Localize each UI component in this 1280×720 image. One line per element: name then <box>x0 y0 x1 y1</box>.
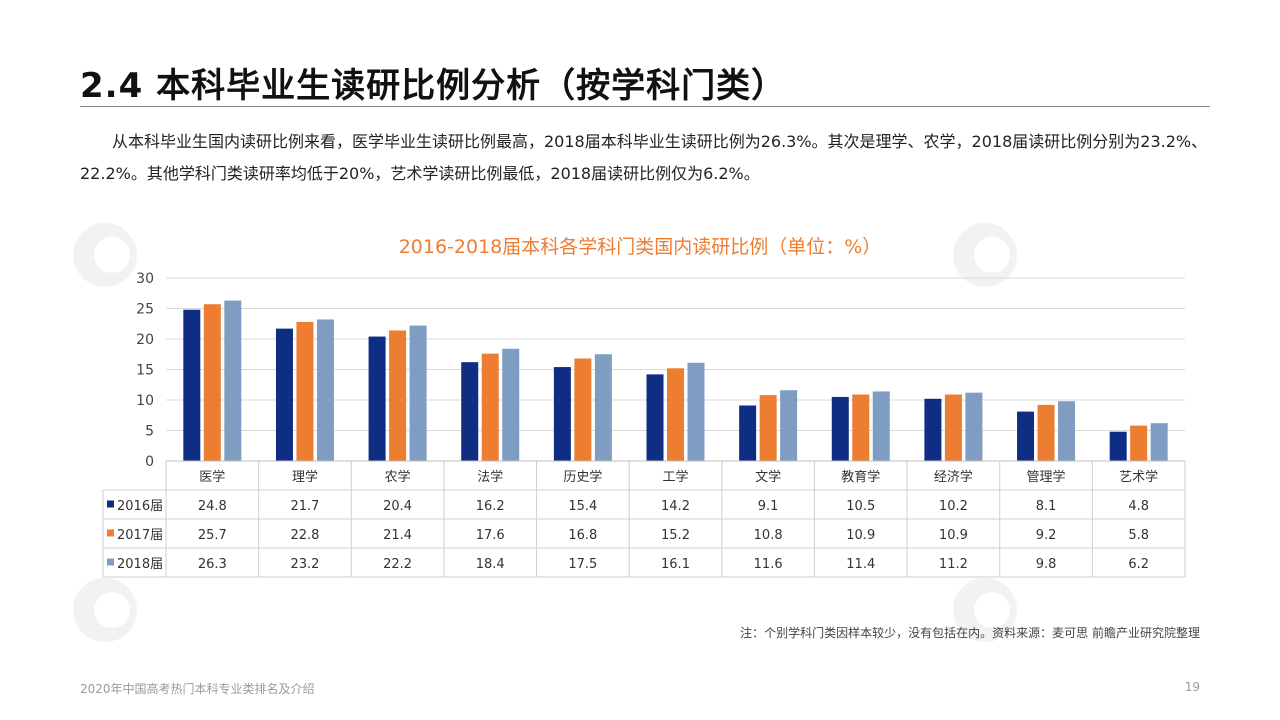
data-label: 5.8 <box>1128 528 1149 543</box>
data-label: 10.9 <box>846 528 875 543</box>
data-label: 25.7 <box>198 528 227 543</box>
bar <box>316 319 334 461</box>
legend-swatch <box>107 558 114 566</box>
bar <box>481 353 499 461</box>
y-tick-label: 15 <box>136 363 154 379</box>
y-tick-label: 0 <box>145 454 154 470</box>
bar <box>1058 401 1076 461</box>
data-label: 16.2 <box>476 499 505 514</box>
y-tick-label: 10 <box>136 393 154 409</box>
source-note: 注：个别学科门类因样本较少，没有包括在内。资料来源：麦可思 前瞻产业研究院整理 <box>740 626 1200 640</box>
data-label: 9.2 <box>1036 528 1057 543</box>
chart-title: 2016-2018届本科各学科门类国内读研比例（单位：%） <box>398 236 882 258</box>
footer-caption: 2020年中国高考热门本科专业类排名及介绍 <box>80 682 315 696</box>
bar <box>553 367 571 461</box>
data-label: 21.7 <box>290 499 319 514</box>
data-label: 6.2 <box>1128 557 1149 572</box>
bar <box>594 354 612 461</box>
x-tick-label: 经济学 <box>934 469 973 485</box>
data-label: 11.2 <box>939 557 968 572</box>
data-label: 11.4 <box>846 557 875 572</box>
y-tick-label: 25 <box>136 302 154 318</box>
data-label: 10.9 <box>939 528 968 543</box>
bar <box>944 394 962 461</box>
data-label: 17.6 <box>476 528 505 543</box>
bar <box>759 395 777 461</box>
bar <box>831 396 849 461</box>
data-label: 15.4 <box>568 499 597 514</box>
data-label: 24.8 <box>198 499 227 514</box>
bar <box>224 300 242 461</box>
bar <box>368 336 386 461</box>
bar <box>461 362 479 461</box>
bar <box>687 362 705 461</box>
x-tick-label: 农学 <box>385 469 411 485</box>
data-label: 22.8 <box>290 528 319 543</box>
x-tick-label: 工学 <box>662 469 688 485</box>
bar <box>1109 431 1127 461</box>
x-tick-label: 法学 <box>477 469 503 485</box>
bar <box>965 392 983 461</box>
data-label: 20.4 <box>383 499 412 514</box>
title-divider <box>80 106 1210 107</box>
data-label: 9.1 <box>758 499 779 514</box>
bar <box>183 309 201 461</box>
bar <box>646 374 664 461</box>
data-label: 21.4 <box>383 528 412 543</box>
bar <box>275 328 293 461</box>
bar <box>1150 423 1168 461</box>
page-number: 19 <box>1184 680 1200 694</box>
bar <box>574 358 592 461</box>
x-tick-label: 理学 <box>292 469 318 485</box>
legend-swatch <box>107 529 114 537</box>
data-label: 22.2 <box>383 557 412 572</box>
bar <box>1017 411 1035 461</box>
bar <box>409 325 427 461</box>
bar <box>780 390 798 461</box>
data-label: 15.2 <box>661 528 690 543</box>
legend-label: 2016届 <box>117 499 163 514</box>
data-label: 10.5 <box>846 499 875 514</box>
legend-swatch <box>107 500 114 508</box>
bar <box>739 405 757 461</box>
data-label: 23.2 <box>290 557 319 572</box>
x-tick-label: 管理学 <box>1027 469 1066 485</box>
legend-label: 2018届 <box>117 557 163 572</box>
bar <box>924 398 942 461</box>
description-paragraph: 从本科毕业生国内读研比例来看，医学毕业生读研比例最高，2018届本科毕业生读研比… <box>80 132 1208 183</box>
data-label: 17.5 <box>568 557 597 572</box>
legend-label: 2017届 <box>117 528 163 543</box>
data-label: 14.2 <box>661 499 690 514</box>
x-tick-label: 文学 <box>755 469 781 485</box>
data-label: 16.8 <box>568 528 597 543</box>
bar <box>667 368 684 461</box>
x-tick-label: 艺术学 <box>1119 469 1158 485</box>
bar <box>1037 404 1055 461</box>
data-label: 16.1 <box>661 557 690 572</box>
bar-chart: 0 5 10 15 20 25 30 医学 理学 农学 法学 历史学 工学 文学 教育学 经济学 管理学 艺术学 2… <box>102 271 1186 578</box>
bar <box>296 321 314 461</box>
y-tick-label: 20 <box>136 332 154 348</box>
data-label: 8.1 <box>1036 499 1057 514</box>
data-label: 11.6 <box>754 557 783 572</box>
bar <box>872 391 890 461</box>
data-label: 26.3 <box>198 557 227 572</box>
data-label: 10.8 <box>754 528 783 543</box>
x-tick-label: 医学 <box>199 469 225 485</box>
data-label: 10.2 <box>939 499 968 514</box>
bar <box>1130 425 1148 461</box>
y-tick-label: 30 <box>136 271 154 287</box>
x-tick-label: 教育学 <box>841 469 880 485</box>
data-label: 4.8 <box>1128 499 1149 514</box>
data-label: 18.4 <box>476 557 505 572</box>
bar <box>502 348 520 461</box>
y-tick-label: 5 <box>145 424 154 440</box>
page-title: 2.4 本科毕业生读研比例分析（按学科门类） <box>80 66 787 106</box>
bar <box>852 394 870 461</box>
bar <box>203 304 221 461</box>
bar <box>389 330 407 461</box>
x-tick-label: 历史学 <box>563 469 602 485</box>
data-label: 9.8 <box>1036 557 1057 572</box>
